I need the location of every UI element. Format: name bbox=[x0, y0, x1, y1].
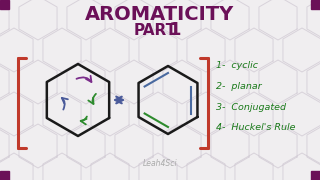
Bar bbox=[0, 171, 9, 180]
Text: 1: 1 bbox=[169, 21, 181, 39]
Text: 1-  cyclic: 1- cyclic bbox=[216, 60, 258, 69]
Text: PART: PART bbox=[133, 22, 177, 37]
Text: AROMATICITY: AROMATICITY bbox=[85, 4, 235, 24]
Text: Leah4Sci: Leah4Sci bbox=[143, 159, 177, 168]
Text: 3-  Conjugated: 3- Conjugated bbox=[216, 102, 286, 111]
Text: 4-  Huckel's Rule: 4- Huckel's Rule bbox=[216, 123, 295, 132]
Bar bbox=[311, 0, 320, 9]
Bar bbox=[0, 0, 9, 9]
Bar bbox=[311, 171, 320, 180]
Text: 2-  planar: 2- planar bbox=[216, 82, 262, 91]
